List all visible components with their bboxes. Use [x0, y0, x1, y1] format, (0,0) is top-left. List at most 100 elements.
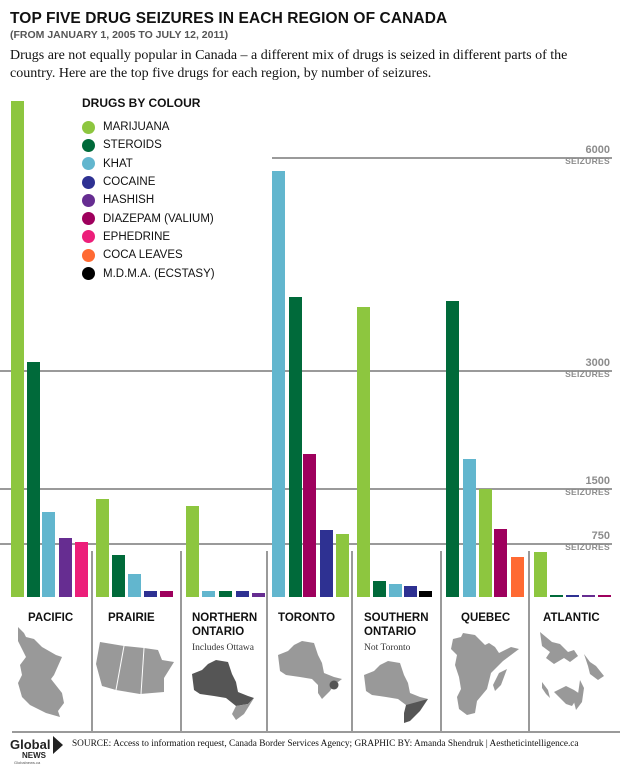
region-name: ATLANTIC — [543, 612, 600, 624]
region-divider — [528, 551, 530, 731]
bar-atlantic-cocaine — [566, 595, 579, 597]
map-northern-ontario-icon — [192, 660, 254, 720]
region-label: PACIFIC — [28, 611, 73, 625]
logo-main: Global — [10, 737, 51, 752]
region-note: Includes Ottawa — [192, 643, 254, 653]
legend-label: COCA LEAVES — [103, 249, 183, 262]
region-label: SOUTHERN ONTARIO — [364, 611, 429, 639]
bar-prairie-steroids — [112, 555, 125, 597]
legend-item: KHAT — [82, 155, 215, 173]
legend-label: HASHISH — [103, 194, 155, 207]
legend-label: COCAINE — [103, 176, 156, 189]
logo-sub: NEWS — [22, 751, 46, 760]
map-quebec-icon — [451, 633, 519, 715]
legend-swatch-icon — [82, 248, 95, 262]
bar-prairie-diazepam-valium — [160, 591, 173, 597]
bar-northern-ontario-steroids — [219, 591, 232, 597]
legend-label: DIAZEPAM (VALIUM) — [103, 212, 214, 225]
region-name: PACIFIC — [28, 612, 74, 624]
bar-northern-ontario-khat — [202, 591, 215, 597]
logo-url: Globalnews.ca — [14, 760, 41, 765]
region-divider — [351, 551, 353, 731]
region-divider — [440, 551, 442, 731]
bar-toronto-diazepam-valium — [303, 454, 316, 597]
legend-label: M.D.M.A. (ECSTASY) — [103, 267, 215, 280]
bar-quebec-coca-leaves — [511, 557, 524, 597]
gridline-unit: SEIZURES — [565, 542, 610, 552]
gridline-value: 1500 — [585, 475, 610, 487]
region-label: ATLANTIC — [543, 611, 600, 625]
gridline-label: 3000 SEIZURES — [565, 357, 610, 379]
legend-item: MARIJUANA — [82, 118, 215, 136]
legend-swatch-icon — [82, 175, 95, 189]
chart-subtitle: (FROM JANUARY 1, 2005 TO JULY 12, 2011) — [10, 29, 229, 41]
region-label: PRAIRIE — [108, 611, 155, 625]
region-divider — [266, 551, 268, 731]
chart-intro: Drugs are not equally popular in Canada … — [10, 48, 568, 81]
bar-pacific-steroids — [27, 362, 40, 597]
bar-toronto-khat — [272, 171, 285, 597]
region-label: TORONTO — [278, 611, 335, 625]
map-prairie-icon — [96, 642, 174, 695]
bar-toronto-steroids — [289, 297, 302, 597]
legend-item: COCA LEAVES — [82, 246, 215, 264]
global-news-logo: Global NEWS Globalnews.ca — [10, 736, 63, 765]
legend-swatch-icon — [82, 157, 95, 171]
legend-item: COCAINE — [82, 173, 215, 191]
legend-swatch-icon — [82, 230, 95, 244]
region-label: NORTHERN ONTARIO — [192, 611, 257, 639]
gridline-label: 750 SEIZURES — [565, 530, 610, 552]
bar-quebec-marijuana — [479, 489, 492, 597]
gridline-value: 750 — [591, 530, 610, 542]
region-divider — [91, 551, 93, 731]
legend-item: EPHEDRINE — [82, 228, 215, 246]
legend-item: M.D.M.A. (ECSTASY) — [82, 264, 215, 282]
legend-item: DIAZEPAM (VALIUM) — [82, 209, 215, 227]
legend-items: MARIJUANA STEROIDS KHAT COCAINE HASHISH DIAZE… — [82, 118, 215, 283]
legend-label: EPHEDRINE — [103, 230, 171, 243]
bar-southern-ontario-khat — [389, 584, 402, 597]
map-atlantic-icon — [540, 632, 604, 710]
region-label: QUEBEC — [461, 611, 510, 625]
legend: DRUGS BY COLOUR MARIJUANA STEROIDS KHAT COC… — [82, 96, 215, 283]
region-name: QUEBEC — [461, 612, 511, 624]
bar-prairie-marijuana — [96, 499, 109, 597]
legend-swatch-icon — [82, 267, 95, 281]
bar-southern-ontario-marijuana — [357, 307, 370, 597]
gridline-unit: SEIZURES — [565, 156, 610, 166]
region-note: Not Toronto — [364, 643, 411, 653]
bar-atlantic-marijuana — [534, 552, 547, 597]
region-name: TORONTO — [278, 612, 336, 624]
legend-swatch-icon — [82, 193, 95, 207]
map-pacific-icon — [18, 627, 64, 717]
gridline-label: 1500 SEIZURES — [565, 475, 610, 497]
source-credit: SOURCE: Access to information request, C… — [72, 739, 579, 749]
bar-prairie-khat — [128, 574, 141, 597]
region-divider — [180, 551, 182, 731]
legend-label: MARIJUANA — [103, 121, 170, 134]
legend-label: STEROIDS — [103, 139, 162, 152]
bar-pacific-marijuana — [11, 101, 24, 597]
gridline-label: 6000 SEIZURES — [565, 144, 610, 166]
bar-northern-ontario-hashish — [252, 593, 265, 597]
gridline-unit: SEIZURES — [565, 369, 610, 379]
gridline-value: 3000 — [585, 357, 610, 369]
bar-atlantic-steroids — [550, 595, 563, 597]
legend-title: DRUGS BY COLOUR — [82, 96, 201, 110]
region-name-line2: ONTARIO — [364, 626, 417, 638]
bar-prairie-cocaine — [144, 591, 157, 597]
bar-toronto-marijuana — [336, 534, 349, 597]
map-southern-ontario-icon — [364, 661, 428, 723]
bar-quebec-khat — [463, 459, 476, 597]
bar-southern-ontario-steroids — [373, 581, 386, 597]
logo-chevron-icon — [53, 736, 63, 754]
bar-atlantic-diazepam-valium — [598, 595, 611, 597]
bar-southern-ontario-m-d-m-a-ecstasy — [419, 591, 432, 597]
chart-title: TOP FIVE DRUG SEIZURES IN EACH REGION OF… — [10, 10, 448, 27]
region-name: PRAIRIE — [108, 612, 155, 624]
legend-swatch-icon — [82, 212, 95, 226]
region-name: NORTHERN — [192, 612, 258, 624]
bar-quebec-steroids — [446, 301, 459, 597]
bottom-rule — [12, 731, 620, 733]
gridline-unit: SEIZURES — [565, 487, 610, 497]
